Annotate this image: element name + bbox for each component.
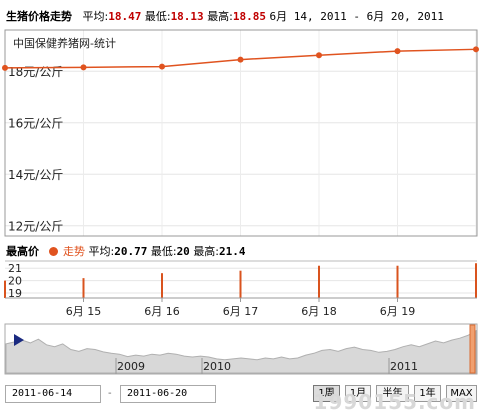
navigator-area (5, 329, 477, 374)
main-series (2, 46, 479, 71)
x-tick-label: 6月 16 (144, 305, 180, 318)
high-value: 18.85 (232, 10, 267, 23)
range-button-1month[interactable]: 1月 (345, 385, 371, 402)
sub-bar (4, 280, 6, 298)
x-tick-labels: 6月 15 6月 16 6月 17 6月 18 6月 19 (66, 298, 416, 318)
sub-high-label: 最高: (193, 245, 220, 258)
sub-bar (161, 273, 163, 298)
sub-bar (318, 265, 320, 298)
main-y-tick-label: 18元/公斤 (8, 65, 63, 79)
navigator-year-label: 2009 (117, 360, 145, 373)
chart-title: 生猪价格走势 (6, 10, 72, 23)
main-data-point (316, 52, 322, 59)
main-data-point (2, 64, 8, 71)
navigator-year-label: 2010 (203, 360, 231, 373)
legend-label: 走势 (63, 245, 85, 258)
range-button-6months[interactable]: 半年 (376, 385, 409, 402)
legend-dot-icon (48, 247, 58, 256)
range-button-1week[interactable]: 1周 (313, 385, 340, 402)
navigator-year-label: 2011 (390, 360, 418, 373)
sub-bars (4, 263, 477, 298)
sub-bar (239, 270, 242, 298)
sub-y-tick-label: 19 (8, 287, 22, 300)
sub-low-value: 20 (176, 245, 190, 258)
date-range: 6月 14, 2011 - 6月 20, 2011 (269, 10, 444, 23)
low-label: 最低: (144, 10, 171, 23)
x-tick-label: 6月 18 (301, 305, 337, 318)
avg-label: 平均: (82, 10, 109, 23)
x-tick-label: 6月 19 (380, 305, 416, 318)
x-tick-label: 6月 17 (223, 305, 259, 318)
main-gridlines (5, 30, 477, 236)
sub-low-label: 最低: (150, 245, 177, 258)
navigator-scroll-arrow-icon[interactable] (14, 334, 24, 346)
sub-avg-value: 20.77 (114, 245, 148, 258)
main-plot-border (4, 29, 478, 237)
range-button-max[interactable]: MAX (446, 385, 477, 402)
main-data-point (473, 46, 479, 53)
low-value: 18.13 (170, 10, 204, 23)
sub-y-tick-label: 21 (8, 262, 22, 275)
main-data-point (237, 56, 244, 63)
chart-header: 生猪价格走势 平均:18.47 最低:18.13 最高:18.85 6月 14,… (6, 8, 444, 24)
date-from-field[interactable]: 2011-06-14 (5, 385, 101, 403)
sub-avg-label: 平均: (88, 245, 115, 258)
main-y-tick-label: 16元/公斤 (8, 117, 63, 131)
sub-bar (475, 263, 477, 298)
sub-chart-title: 最高价 (6, 245, 39, 258)
sub-bar (82, 278, 85, 298)
x-tick-label: 6月 15 (66, 305, 102, 318)
source-label: 中国保健养猪网-统计 (13, 37, 116, 50)
sub-chart-header: 最高价 走势 平均:20.77 最低:20 最高:21.4 (6, 243, 246, 259)
main-data-point (159, 63, 165, 70)
navigator-year-labels: 2009 2010 2011 (115, 358, 418, 374)
range-button-1year[interactable]: 1年 (414, 385, 441, 402)
main-y-tick-label: 14元/公斤 (8, 168, 63, 182)
watermark-logo: 1990155.com (313, 390, 476, 411)
high-label: 最高: (207, 10, 233, 23)
navigator-range-handle[interactable] (469, 324, 476, 374)
avg-value: 18.47 (108, 10, 142, 23)
date-to-field[interactable]: 2011-06-20 (120, 385, 216, 403)
sub-y-tick-label: 20 (8, 275, 22, 288)
sub-high-value: 21.4 (219, 245, 246, 258)
main-y-tick-labels: 18元/公斤 16元/公斤 14元/公斤 12元/公斤 (8, 65, 63, 234)
main-data-point (80, 64, 87, 71)
sub-bar (396, 265, 399, 298)
main-data-point (394, 48, 401, 55)
main-y-tick-label: 12元/公斤 (8, 220, 63, 234)
date-separator: - (108, 388, 112, 399)
